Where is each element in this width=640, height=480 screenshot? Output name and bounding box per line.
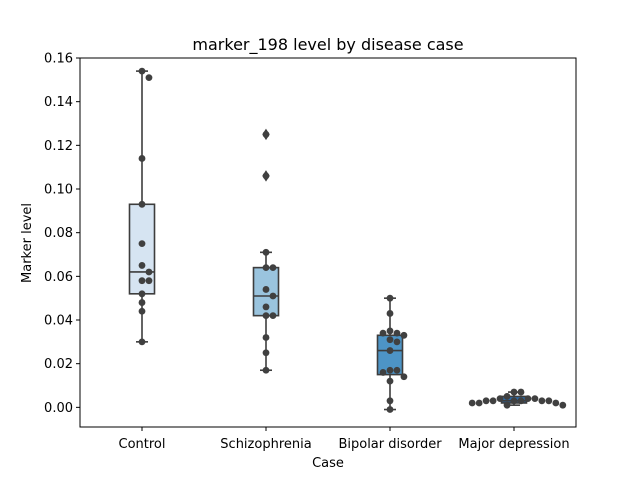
data-point xyxy=(262,131,270,138)
data-point xyxy=(393,338,401,346)
data-point xyxy=(468,399,476,407)
data-point xyxy=(145,74,153,82)
y-tick-label: 0.00 xyxy=(44,401,73,416)
x-axis: Control Schizophrenia Bipolar disorder Majo… xyxy=(119,427,570,452)
axes-frame xyxy=(79,57,577,428)
y-axis: 0.00 0.02 0.04 0.06 0.08 0.10 0.12 0.14 0.16 xyxy=(44,52,80,416)
data-point xyxy=(386,327,394,335)
y-axis-label: Marker level xyxy=(20,203,35,283)
data-point xyxy=(531,395,539,403)
chart-title: marker_198 level by disease case xyxy=(192,35,463,55)
data-point xyxy=(400,331,408,339)
data-point xyxy=(386,397,394,405)
data-point xyxy=(138,290,146,298)
data-point xyxy=(386,347,394,354)
y-tick-label: 0.06 xyxy=(44,270,73,285)
data-point xyxy=(524,395,532,403)
data-point xyxy=(262,334,270,341)
data-point xyxy=(262,172,270,180)
data-point xyxy=(496,395,504,403)
data-point xyxy=(393,329,401,337)
data-point xyxy=(503,401,511,409)
data-point xyxy=(510,397,518,405)
data-point xyxy=(386,310,394,317)
data-point xyxy=(393,366,401,374)
data-point xyxy=(138,262,146,269)
data-point xyxy=(386,377,394,385)
data-point xyxy=(475,399,483,407)
data-point xyxy=(269,292,277,300)
data-point xyxy=(517,388,525,396)
data-point xyxy=(145,277,153,285)
y-tick-label: 0.04 xyxy=(44,314,73,329)
data-point xyxy=(559,401,567,409)
data-point xyxy=(262,264,270,272)
data-point xyxy=(482,397,490,405)
y-tick-label: 0.10 xyxy=(44,183,73,198)
data-point xyxy=(262,303,270,311)
data-point xyxy=(538,397,546,405)
data-point xyxy=(386,406,394,413)
data-point xyxy=(262,312,270,320)
y-tick-label: 0.02 xyxy=(44,357,73,372)
data-point xyxy=(503,393,511,400)
x-tick-label: Control xyxy=(119,437,166,452)
data-point xyxy=(489,397,497,405)
data-point xyxy=(386,294,394,302)
y-tick-label: 0.16 xyxy=(44,52,73,67)
x-tick-label: Major depression xyxy=(458,437,569,452)
x-axis-label: Case xyxy=(312,456,344,471)
x-tick-label: Schizophrenia xyxy=(220,437,311,452)
y-tick-label: 0.08 xyxy=(44,226,73,241)
data-point xyxy=(138,67,146,75)
data-point xyxy=(269,264,277,272)
data-point xyxy=(379,329,387,337)
data-point xyxy=(138,277,146,285)
data-point xyxy=(138,155,146,162)
data-point xyxy=(138,200,146,208)
data-point xyxy=(400,373,408,381)
data-point xyxy=(379,369,387,376)
data-point xyxy=(262,349,270,357)
data-point xyxy=(138,338,146,346)
data-point xyxy=(545,397,553,405)
y-tick-label: 0.14 xyxy=(44,95,73,110)
data-point xyxy=(386,336,394,344)
plot-area xyxy=(128,67,567,413)
data-point xyxy=(262,286,270,293)
data-point xyxy=(269,312,277,320)
data-point xyxy=(145,268,153,276)
data-point xyxy=(386,366,394,374)
data-point xyxy=(262,366,270,374)
x-tick-label: Bipolar disorder xyxy=(338,437,442,452)
data-point xyxy=(138,240,146,247)
data-point xyxy=(510,388,518,396)
data-point xyxy=(517,397,525,405)
data-point xyxy=(552,399,560,407)
data-point xyxy=(138,299,146,306)
data-point xyxy=(262,248,270,256)
y-tick-label: 0.12 xyxy=(44,139,73,154)
data-point xyxy=(138,307,146,315)
